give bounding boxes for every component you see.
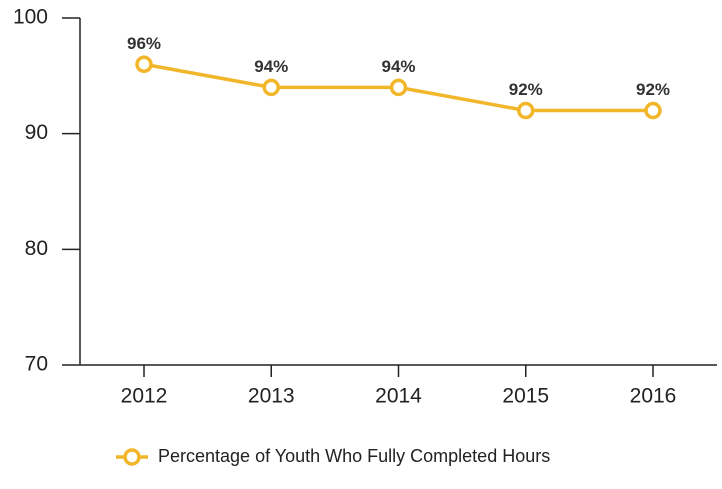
point <box>135 55 153 74</box>
y-tick-label: 80 <box>25 237 48 260</box>
point <box>517 101 535 120</box>
value-label: 92% <box>509 80 543 99</box>
legend-label: Percentage of Youth Who Fully Completed … <box>158 446 550 466</box>
x-tick-label: 2013 <box>248 385 295 408</box>
legend-marker <box>123 448 141 466</box>
point <box>262 78 280 97</box>
value-label: 94% <box>254 57 288 76</box>
x-tick-label: 2012 <box>121 385 168 408</box>
value-label: 92% <box>636 80 670 99</box>
x-tick-label: 2016 <box>630 385 677 408</box>
value-label: 94% <box>381 57 415 76</box>
y-tick-label: 70 <box>25 353 48 376</box>
point <box>389 78 408 97</box>
y-tick-label: 100 <box>13 6 48 29</box>
x-tick-label: 2014 <box>375 385 422 408</box>
point <box>644 101 662 120</box>
value-label: 96% <box>127 34 161 53</box>
y-tick-label: 90 <box>25 121 48 144</box>
x-tick-label: 2015 <box>502 385 549 408</box>
